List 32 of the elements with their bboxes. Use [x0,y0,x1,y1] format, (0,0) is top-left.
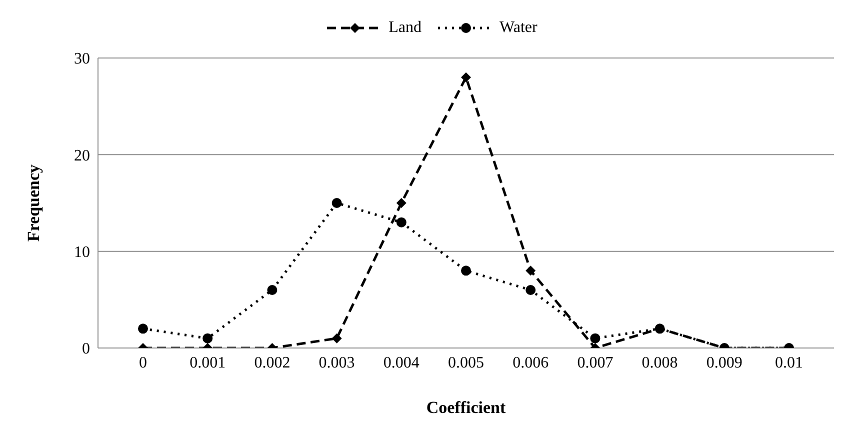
legend-label: Water [498,19,538,37]
point [654,324,665,334]
y-tick-label: 30 [74,50,90,68]
point [461,72,471,82]
y-tick-label: 20 [74,147,90,164]
point [332,333,342,344]
point [396,198,406,208]
x-tick-label: 0.008 [642,354,678,372]
x-tick-label: 0.003 [318,354,355,372]
x-tick-label: 0.007 [577,354,614,372]
point [461,266,471,276]
point [590,333,600,344]
point [138,324,148,334]
point [526,266,536,276]
y-tick-label: 0 [82,340,90,358]
y-axis-title: Frequency [24,164,44,242]
point [267,285,278,295]
y-tick-label: 10 [74,244,90,262]
x-tick-label: 0 [139,354,147,372]
point [332,198,342,208]
x-tick-label: 0.005 [448,354,484,372]
point [396,217,406,228]
point [526,285,536,295]
x-axis-title: Coefficient [426,398,506,417]
x-tick-label: 0.004 [383,354,420,372]
x-tick-label: 0.001 [190,354,226,372]
x-tick-label: 0.009 [706,354,742,372]
x-tick-label: 0.01 [775,354,803,372]
point [202,333,213,344]
legend-label: Land [388,19,422,37]
x-tick-label: 0.006 [512,354,549,372]
x-tick-label: 0.002 [254,354,290,372]
